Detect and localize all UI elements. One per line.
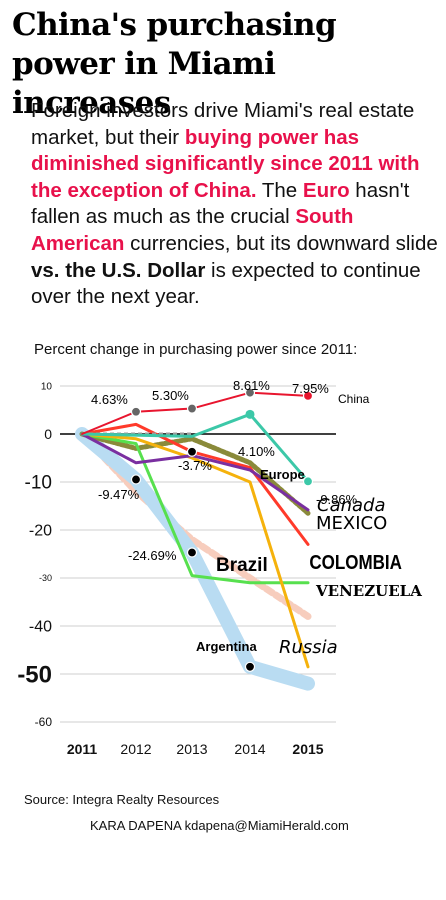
y-tick-label: -50 — [17, 661, 52, 688]
data-label-argentina-2013: -24.69% — [128, 548, 177, 563]
x-tick-label: 2011 — [67, 741, 98, 757]
data-point-argentina — [186, 547, 198, 558]
series-label-brazil: Brazil — [216, 555, 268, 576]
y-tick-label: -20 — [29, 523, 52, 540]
series-lines — [75, 391, 315, 691]
y-tick-label: -30 — [39, 573, 52, 583]
data-label-colombia-2013: -3.7% — [178, 458, 212, 473]
data-label-china-2015: 7.95% — [292, 381, 329, 396]
y-tick-label: -40 — [29, 619, 52, 636]
chart-title: Percent change in purchasing power since… — [34, 341, 358, 358]
headline: China's purchasing power in Miami increa… — [12, 7, 337, 121]
data-points — [130, 387, 314, 672]
series-label-russia: Russia — [279, 637, 338, 658]
intro-highlight-euro: Euro — [302, 178, 350, 202]
data-point-china — [130, 406, 142, 417]
intro-part-3: hasn't fallen as much as the crucial — [31, 178, 410, 229]
series-line-venezuela — [80, 432, 310, 585]
series-line-europe — [80, 412, 310, 483]
series-label-venezuela: VENEZUELA — [315, 582, 422, 600]
intro-highlight-south-american: South American — [31, 205, 354, 255]
credit-line: KARA DAPENA kdapena@MiamiHerald.com — [90, 818, 349, 833]
data-point-china — [244, 387, 256, 398]
y-tick-label: 10 — [41, 382, 53, 393]
intro-highlight-buying-power: buying power has diminished significantl… — [31, 125, 420, 202]
data-point-argentina — [130, 474, 142, 485]
line-chart: 4.63% 5.30% 8.61% 7.95% 4.10% -9.86% -9.… — [17, 378, 422, 758]
data-label-china-2012: 4.63% — [91, 392, 128, 407]
x-tick-label: 2014 — [234, 741, 265, 757]
axes: 10 0 -10 -20 -30 -40 -50 -60 2011 2012 2013 2014 201… — [17, 382, 323, 758]
series-label-colombia: COLOMBIA — [309, 551, 401, 574]
chart-labels: 4.63% 5.30% 8.61% 7.95% 4.10% -9.86% -9.… — [91, 378, 422, 658]
series-label-china: China — [338, 392, 370, 406]
x-tick-label: 2012 — [120, 741, 151, 757]
data-label-europe-2015: -9.86% — [316, 492, 358, 507]
data-point-china — [186, 403, 198, 414]
data-point-europe — [245, 409, 255, 419]
source-note: Source: Integra Realty Resources — [24, 792, 220, 807]
data-label-europe-2014: 4.10% — [238, 444, 275, 459]
data-label-china-2014: 8.61% — [233, 378, 270, 393]
x-tick-label: 2013 — [176, 741, 207, 757]
series-label-europe: Europe — [260, 467, 305, 482]
data-label-argentina-2012: -9.47% — [98, 487, 140, 502]
data-point-europe — [302, 476, 314, 487]
data-point-china — [302, 390, 314, 401]
series-line-mexico — [79, 431, 311, 516]
x-tick-label: 2015 — [292, 741, 323, 757]
intro-text: Foreign investors drive Miami's real est… — [31, 98, 441, 311]
data-label-china-2013: 5.30% — [152, 388, 189, 403]
series-label-canada: Canada — [317, 495, 386, 516]
intro-part-4: currencies, but its downward slide — [124, 231, 438, 255]
y-tick-label: -60 — [35, 715, 53, 729]
y-tick-label: 0 — [44, 426, 52, 442]
series-line-russia — [80, 432, 310, 669]
intro-part-5: is expected to continue over the next ye… — [31, 258, 421, 309]
series-label-argentina: Argentina — [196, 639, 257, 654]
data-point-argentina — [244, 661, 256, 672]
intro-part-2: The — [256, 178, 303, 202]
intro-bold-vs-dollar: vs. the U.S. Dollar — [31, 258, 206, 282]
y-tick-label: -10 — [25, 473, 52, 494]
data-point-colombia — [186, 446, 198, 457]
intro-part-1: Foreign investors drive Miami's real est… — [31, 99, 415, 149]
series-label-mexico: MEXICO — [316, 513, 387, 534]
